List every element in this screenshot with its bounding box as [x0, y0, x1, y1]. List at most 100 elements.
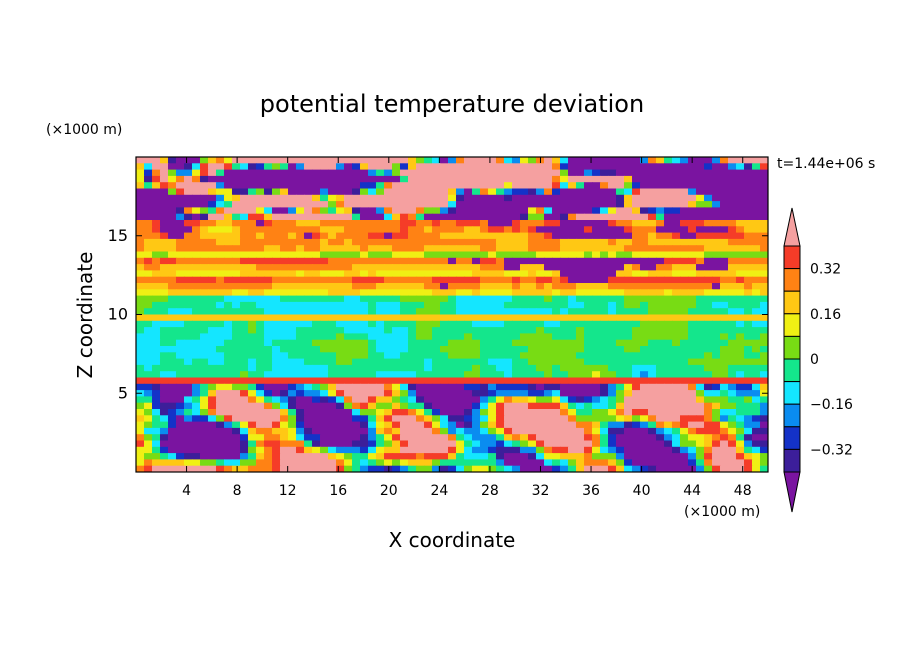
- heatmap-cell: [752, 383, 761, 391]
- heatmap-cell: [480, 257, 489, 265]
- heatmap-cell: [440, 352, 449, 360]
- heatmap-cell: [560, 421, 569, 429]
- heatmap-cell: [496, 314, 505, 322]
- heatmap-cell: [560, 232, 569, 240]
- heatmap-cell: [496, 320, 505, 328]
- heatmap-cell: [432, 163, 441, 171]
- heatmap-cell: [192, 440, 201, 448]
- heatmap-cell: [600, 453, 609, 460]
- heatmap-cell: [328, 182, 337, 190]
- heatmap-cell: [320, 396, 329, 404]
- heatmap-cell: [528, 245, 537, 253]
- heatmap-cell: [472, 465, 481, 472]
- heatmap-cell: [200, 346, 209, 353]
- heatmap-cell: [672, 182, 681, 190]
- heatmap-cell: [536, 194, 545, 202]
- heatmap-cell: [368, 257, 377, 265]
- heatmap-cell: [736, 346, 745, 353]
- heatmap-cell: [624, 188, 633, 196]
- heatmap-cell: [640, 465, 649, 472]
- heatmap-cell: [440, 333, 449, 341]
- heatmap-cell: [544, 390, 553, 397]
- heatmap-cell: [664, 390, 673, 397]
- heatmap-cell: [408, 333, 417, 341]
- heatmap-cell: [440, 251, 449, 259]
- heatmap-cell: [320, 446, 329, 454]
- heatmap-cell: [384, 358, 393, 366]
- heatmap-cell: [552, 157, 561, 164]
- chart-title: potential temperature deviation: [260, 90, 644, 118]
- heatmap-cell: [376, 396, 385, 404]
- heatmap-cell: [632, 377, 641, 385]
- heatmap-cell: [424, 346, 433, 353]
- heatmap-cell: [328, 377, 337, 385]
- heatmap-cell: [136, 163, 145, 171]
- heatmap-cell: [632, 427, 641, 435]
- heatmap-cell: [496, 289, 505, 297]
- heatmap-cell: [736, 289, 745, 297]
- heatmap-cell: [336, 238, 345, 246]
- heatmap-cell: [312, 232, 321, 240]
- heatmap-cell: [368, 453, 377, 460]
- heatmap-cell: [456, 339, 465, 347]
- heatmap-cell: [344, 175, 353, 183]
- heatmap-cell: [464, 289, 473, 297]
- heatmap-cell: [560, 352, 569, 360]
- heatmap-cell: [328, 238, 337, 246]
- heatmap-cell: [576, 308, 585, 316]
- heatmap-cell: [176, 352, 185, 360]
- heatmap-cell: [680, 270, 689, 278]
- heatmap-cell: [648, 421, 657, 429]
- heatmap-cell: [544, 421, 553, 429]
- heatmap-cell: [696, 194, 705, 202]
- heatmap-cell: [320, 320, 329, 328]
- heatmap-cell: [200, 308, 209, 316]
- heatmap-cell: [400, 257, 409, 265]
- heatmap-cell: [528, 314, 537, 322]
- heatmap-cell: [720, 188, 729, 196]
- heatmap-cell: [392, 415, 401, 423]
- heatmap-cell: [320, 440, 329, 448]
- heatmap-cell: [176, 308, 185, 316]
- heatmap-cell: [184, 465, 193, 472]
- heatmap-cell: [688, 201, 697, 208]
- heatmap-cell: [168, 427, 177, 435]
- heatmap-cell: [240, 358, 249, 366]
- heatmap-cell: [144, 402, 153, 410]
- heatmap-cell: [304, 364, 313, 372]
- heatmap-cell: [720, 409, 729, 416]
- heatmap-cell: [472, 207, 481, 215]
- heatmap-cell: [528, 352, 537, 360]
- heatmap-cell: [552, 257, 561, 265]
- heatmap-cell: [480, 169, 489, 177]
- heatmap-cell: [232, 434, 241, 442]
- heatmap-cell: [232, 175, 241, 183]
- heatmap-cell: [736, 327, 745, 334]
- heatmap-cell: [496, 207, 505, 215]
- heatmap-cell: [184, 283, 193, 290]
- heatmap-cell: [168, 175, 177, 183]
- heatmap-cell: [416, 257, 425, 265]
- heatmap-cell: [600, 409, 609, 416]
- heatmap-cell: [400, 157, 409, 164]
- heatmap-cell: [648, 251, 657, 259]
- heatmap-cell: [208, 434, 217, 442]
- heatmap-cell: [712, 446, 721, 454]
- heatmap-cell: [152, 377, 161, 385]
- heatmap-cell: [520, 169, 529, 177]
- heatmap-cell: [280, 270, 289, 278]
- heatmap-cell: [704, 327, 713, 334]
- heatmap-cell: [728, 232, 737, 240]
- heatmap-cell: [720, 201, 729, 208]
- heatmap-cell: [328, 201, 337, 208]
- heatmap-cell: [176, 157, 185, 164]
- heatmap-cell: [560, 238, 569, 246]
- heatmap-cell: [520, 427, 529, 435]
- heatmap-cell: [640, 270, 649, 278]
- heatmap-cell: [480, 301, 489, 309]
- heatmap-cell: [160, 383, 169, 391]
- heatmap-cell: [520, 283, 529, 290]
- heatmap-cell: [200, 238, 209, 246]
- heatmap-cell: [288, 440, 297, 448]
- heatmap-cell: [496, 327, 505, 334]
